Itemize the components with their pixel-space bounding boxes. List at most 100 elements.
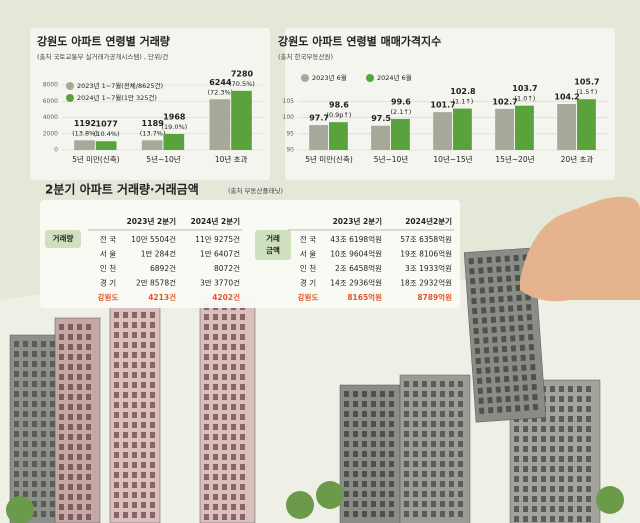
window — [353, 481, 358, 487]
window — [440, 401, 445, 407]
window — [77, 364, 82, 370]
window — [77, 434, 82, 440]
table-cell: 8165억원 — [347, 292, 382, 302]
window — [32, 421, 37, 427]
window — [59, 344, 64, 350]
window — [32, 351, 37, 357]
window — [532, 486, 537, 492]
window — [550, 496, 555, 502]
window — [525, 294, 531, 301]
window — [132, 342, 137, 348]
window — [568, 466, 573, 472]
building — [199, 297, 256, 523]
window — [362, 511, 367, 517]
window — [14, 391, 19, 397]
window — [68, 454, 73, 460]
window — [496, 396, 502, 403]
window — [32, 411, 37, 417]
window — [496, 266, 502, 273]
window — [231, 454, 236, 460]
window — [404, 391, 409, 397]
window — [68, 504, 73, 510]
window — [68, 404, 73, 410]
window — [68, 344, 73, 350]
window — [371, 471, 376, 477]
window — [568, 486, 573, 492]
window — [586, 436, 591, 442]
window — [586, 416, 591, 422]
window — [59, 324, 64, 330]
window — [231, 444, 236, 450]
window — [114, 392, 119, 398]
window — [413, 451, 418, 457]
window — [231, 504, 236, 510]
window — [422, 511, 427, 517]
window — [458, 401, 463, 407]
window — [14, 371, 19, 377]
window — [541, 436, 546, 442]
window — [240, 414, 245, 420]
window — [141, 392, 146, 398]
y-tick-label: 0 — [54, 147, 58, 154]
window — [14, 431, 19, 437]
window — [458, 391, 463, 397]
window — [231, 314, 236, 320]
window — [559, 516, 564, 522]
window — [68, 354, 73, 360]
window — [213, 404, 218, 410]
window — [523, 496, 528, 502]
window — [123, 492, 128, 498]
window — [422, 471, 427, 477]
window — [478, 277, 485, 284]
window — [586, 466, 591, 472]
window — [59, 504, 64, 510]
window — [501, 335, 507, 343]
window — [68, 464, 73, 470]
window — [523, 466, 528, 472]
window — [204, 414, 209, 420]
window — [77, 494, 82, 500]
window — [41, 501, 46, 507]
window — [449, 381, 454, 387]
x-tick-label: 5년~10년 — [374, 154, 408, 164]
window — [502, 355, 508, 363]
bar — [95, 141, 117, 150]
window — [523, 426, 528, 432]
window — [483, 347, 490, 354]
window — [504, 385, 510, 393]
x-tick-label: 5년 미만(신축) — [305, 154, 353, 164]
window — [204, 364, 209, 370]
window — [431, 471, 436, 477]
window — [492, 346, 499, 353]
legend-label: 2023년 1~7월(전체/8625건) — [77, 81, 163, 90]
window — [114, 362, 119, 368]
window — [404, 411, 409, 417]
window — [458, 381, 463, 387]
window — [380, 391, 385, 397]
window — [77, 414, 82, 420]
window — [389, 401, 394, 407]
value-label: 97.5 — [371, 114, 391, 123]
window — [150, 422, 155, 428]
window — [123, 362, 128, 368]
window — [86, 504, 91, 510]
window — [77, 424, 82, 430]
window — [586, 516, 591, 522]
window — [389, 481, 394, 487]
window — [353, 401, 358, 407]
window — [32, 461, 37, 467]
window — [514, 395, 520, 402]
window — [521, 374, 528, 381]
window — [353, 431, 358, 437]
window — [222, 364, 227, 370]
chart-title: 강원도 아파트 연령별 매매가격지수 — [278, 34, 441, 48]
window — [380, 501, 385, 507]
window — [550, 476, 555, 482]
value-label: 104.2 — [554, 93, 579, 102]
window — [519, 344, 526, 351]
window — [577, 416, 582, 422]
window — [532, 496, 537, 502]
window — [14, 471, 19, 477]
window — [86, 324, 91, 330]
window — [413, 421, 418, 427]
